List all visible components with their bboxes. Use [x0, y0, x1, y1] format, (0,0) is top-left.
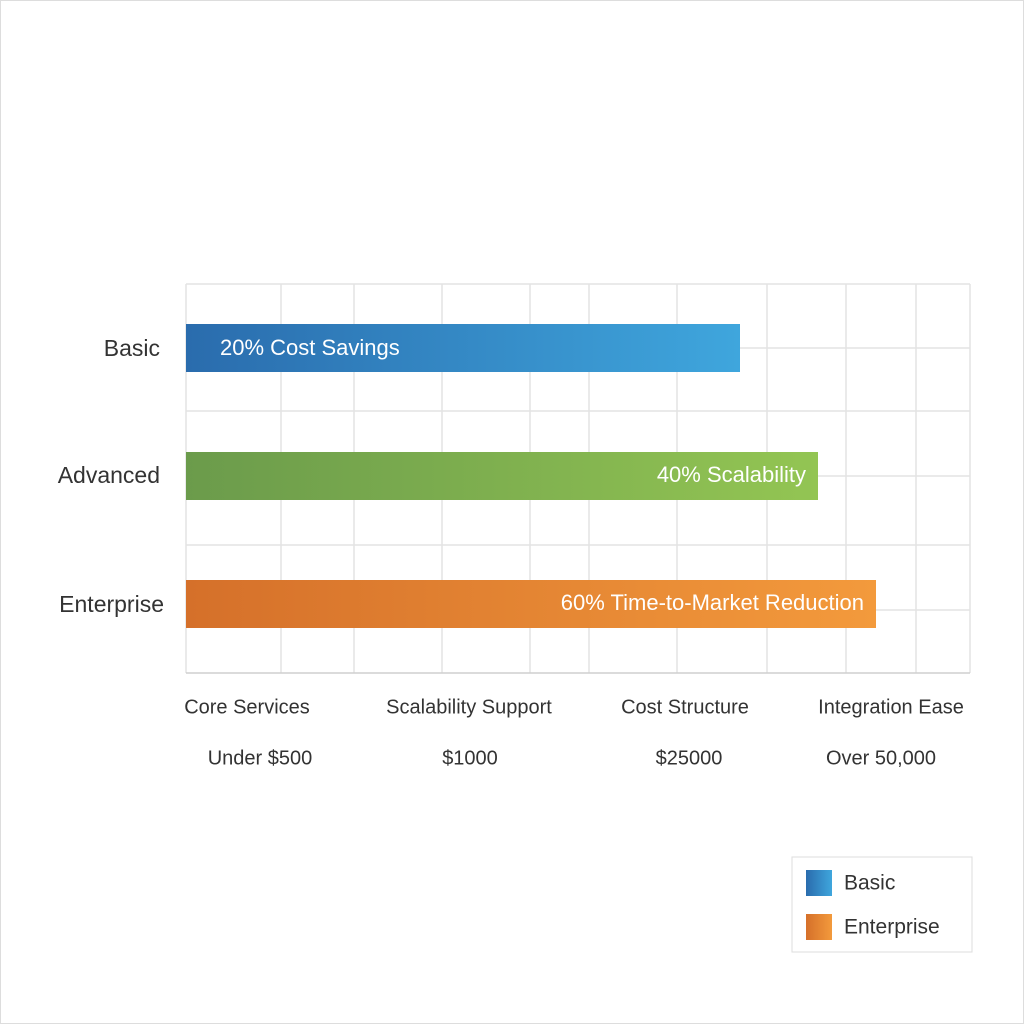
legend: Basic Enterprise [791, 856, 973, 953]
row-label: Advanced [58, 462, 160, 488]
legend-swatch [806, 914, 832, 940]
bar-label: 40% Scalability [657, 462, 806, 487]
column-title: Integration Ease [818, 696, 964, 718]
legend-label: Basic [844, 872, 895, 895]
bar-label: 60% Time-to-Market Reduction [561, 590, 864, 615]
row-label: Enterprise [59, 591, 164, 617]
column-price: Under $500 [208, 747, 313, 769]
legend-swatch [806, 870, 832, 896]
column-title: Core Services [184, 696, 310, 718]
column-price: $25000 [656, 747, 723, 769]
bar [186, 580, 876, 628]
column-title: Scalability Support [386, 696, 552, 718]
bar [186, 452, 818, 500]
legend-label: Enterprise [844, 916, 940, 939]
bar-label: 20% Cost Savings [220, 335, 400, 360]
bar [186, 324, 740, 372]
row-label: Basic [104, 335, 160, 361]
column-price: $1000 [442, 747, 498, 769]
column-title: Cost Structure [621, 696, 749, 718]
column-price: Over 50,000 [826, 747, 936, 769]
